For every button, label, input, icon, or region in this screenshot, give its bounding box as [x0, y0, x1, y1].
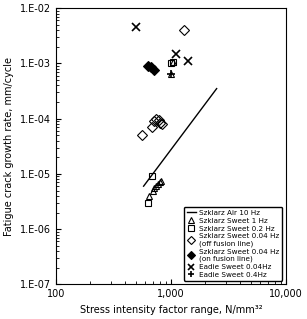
Y-axis label: Fatigue crack growth rate, mm/cycle: Fatigue crack growth rate, mm/cycle [4, 57, 14, 236]
Legend: Szklarz Air 10 Hz, Szklarz Sweet 1 Hz, Szklarz Sweet 0.2 Hz, Szklarz Sweet 0.04 : Szklarz Air 10 Hz, Szklarz Sweet 1 Hz, S… [184, 207, 282, 281]
X-axis label: Stress intensity factor range, N/mm³²: Stress intensity factor range, N/mm³² [80, 305, 262, 315]
